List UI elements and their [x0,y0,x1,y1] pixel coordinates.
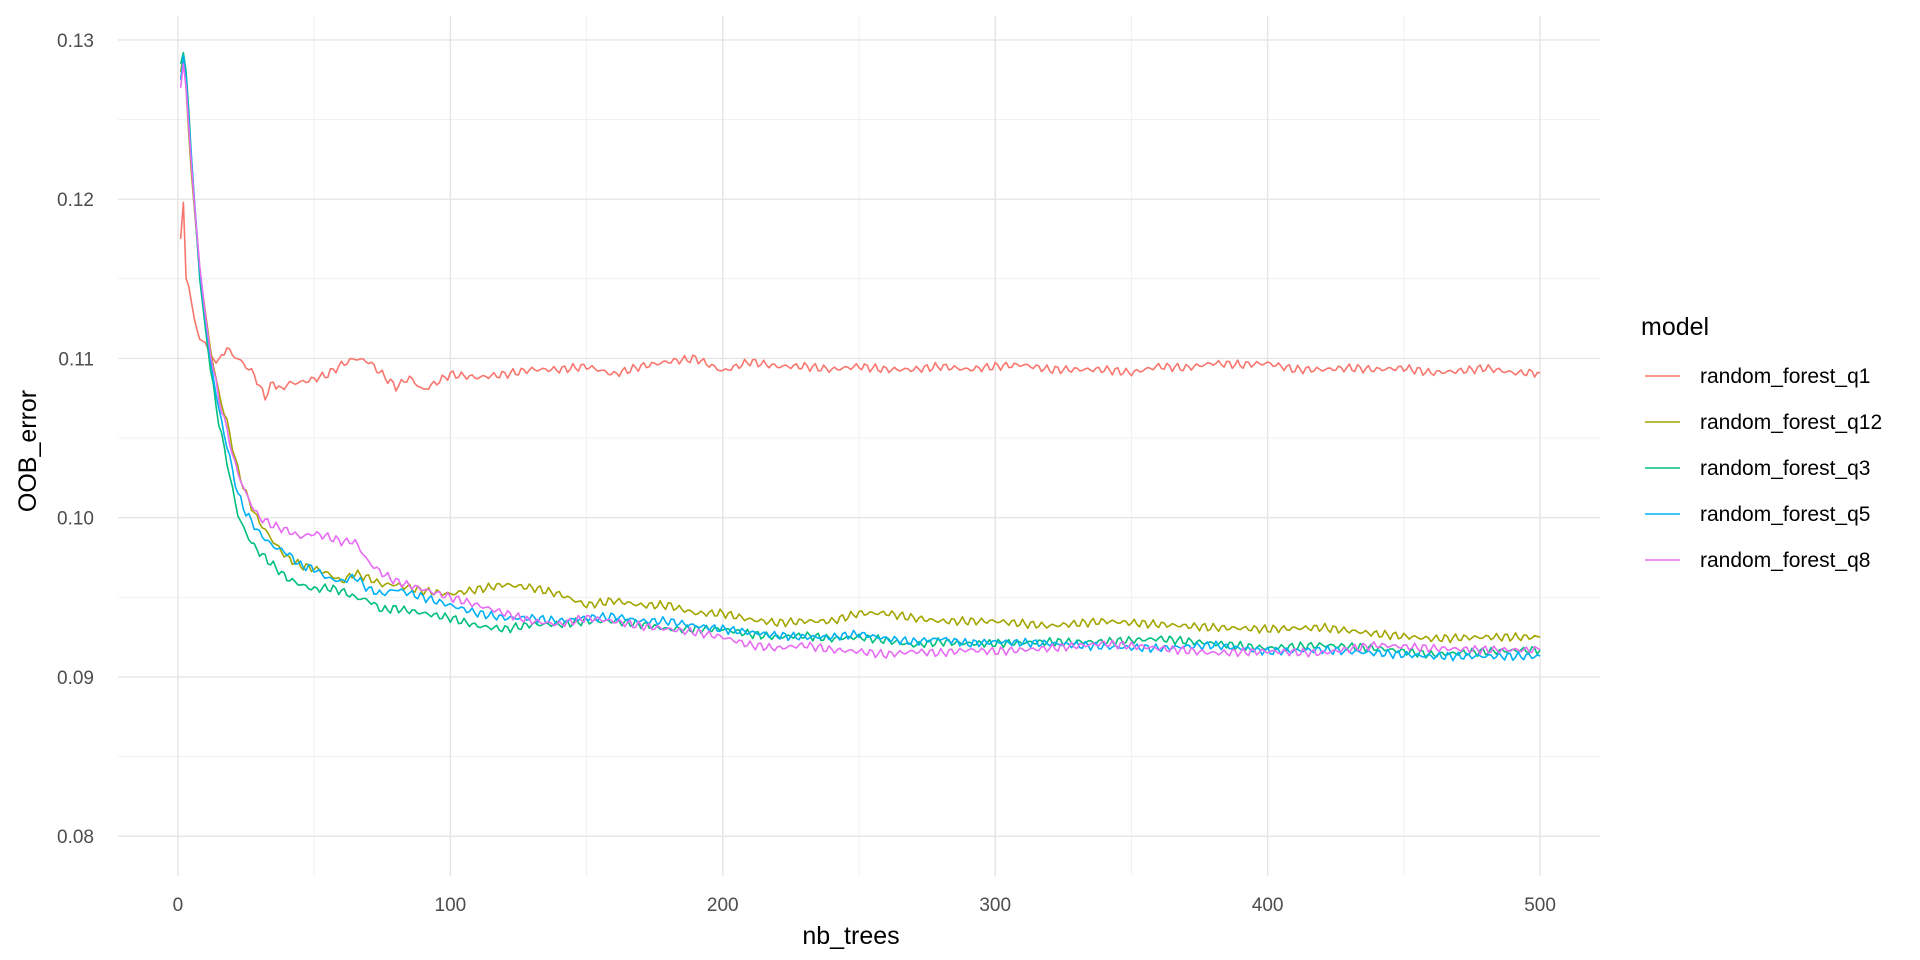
x-axis-tick-labels: 0 100 200 300 400 500 [173,895,1556,916]
x-tick-label: 0 [173,895,184,916]
x-tick-label: 200 [707,895,739,916]
legend-title: model [1641,313,1709,341]
x-axis-title: nb_trees [802,922,899,950]
x-tick-label: 500 [1524,895,1556,916]
legend-items: random_forest_q1 random_forest_q12 random_… [1645,365,1882,572]
y-tick-label: 0.12 [57,190,94,211]
x-tick-label: 300 [979,895,1011,916]
x-tick-label: 100 [435,895,467,916]
series-line-random_forest_q8 [179,62,1541,659]
x-tick-label: 400 [1252,895,1284,916]
series-line-random_forest_q5 [179,55,1541,662]
y-axis-title: OOB_error [14,390,42,512]
y-tick-label: 0.10 [57,509,94,530]
y-tick-label: 0.11 [58,349,94,370]
legend-label-random_forest_q8: random_forest_q8 [1700,549,1870,572]
minor-gridlines [118,16,1600,876]
major-gridlines [118,16,1600,876]
legend-label-random_forest_q12: random_forest_q12 [1700,411,1882,434]
y-tick-label: 0.13 [57,31,94,52]
legend-label-random_forest_q5: random_forest_q5 [1700,503,1870,526]
legend: model random_forest_q1random_forest_q12r… [1641,313,1882,572]
series-line-random_forest_q12 [179,55,1541,644]
legend-label-random_forest_q3: random_forest_q3 [1700,457,1870,480]
series-line-random_forest_q1 [179,201,1541,401]
series-lines [179,51,1541,662]
y-tick-label: 0.09 [57,668,94,689]
y-axis-tick-labels: 0.08 0.09 0.10 0.11 0.12 0.13 [57,31,94,848]
y-tick-label: 0.08 [57,827,94,848]
legend-label-random_forest_q1: random_forest_q1 [1700,365,1870,388]
